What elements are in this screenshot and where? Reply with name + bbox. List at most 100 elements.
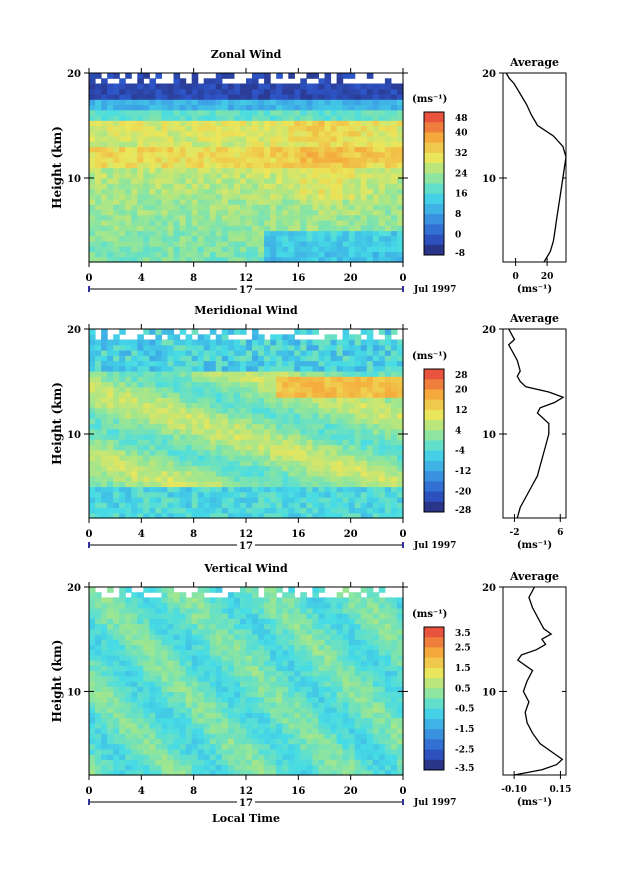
- heatmap-cell: [330, 334, 338, 341]
- heatmap-cell: [137, 209, 144, 216]
- heatmap-cell: [348, 350, 356, 356]
- heatmap-cell: [155, 686, 162, 692]
- heatmap-cell: [155, 707, 162, 713]
- heatmap-cell: [185, 722, 193, 729]
- heatmap-cell: [209, 413, 217, 419]
- heatmap-cell: [155, 418, 162, 425]
- heatmap-cell: [258, 649, 265, 656]
- heatmap-cell: [137, 214, 144, 221]
- heatmap-cell: [113, 146, 120, 153]
- heatmap-cell: [95, 634, 102, 640]
- heatmap-cell: [143, 130, 150, 137]
- heatmap-cell: [119, 759, 126, 766]
- heatmap-cell: [113, 339, 120, 346]
- heatmap-cell: [155, 115, 162, 121]
- heatmap-cell: [246, 502, 253, 509]
- heatmap-cell: [143, 707, 150, 713]
- heatmap-cell: [258, 712, 265, 719]
- heatmap-cell: [288, 764, 295, 771]
- heatmap-cell: [270, 381, 277, 388]
- heatmap-cell: [252, 623, 259, 630]
- heatmap-cell: [215, 618, 223, 625]
- heatmap-cell: [107, 423, 114, 430]
- heatmap-cell: [179, 136, 187, 142]
- heatmap-cell: [354, 355, 362, 362]
- heatmap-cell: [227, 707, 235, 713]
- heatmap-cell: [360, 455, 368, 461]
- heatmap-cell: [179, 460, 187, 467]
- heatmap-cell: [240, 136, 247, 142]
- heatmap-cell: [107, 73, 114, 79]
- heatmap-cell: [330, 381, 338, 388]
- heatmap-cell: [270, 371, 277, 377]
- heatmap-cell: [185, 88, 193, 95]
- heatmap-cell: [107, 109, 114, 116]
- heatmap-cell: [185, 188, 193, 195]
- heatmap-cell: [161, 418, 169, 425]
- heatmap-cell: [384, 125, 392, 132]
- heatmap-cell: [282, 230, 289, 237]
- heatmap-cell: [390, 251, 398, 258]
- heatmap-cell: [372, 355, 380, 362]
- heatmap-cell: [378, 392, 386, 398]
- heatmap-cell: [258, 199, 265, 205]
- heatmap-cell: [101, 193, 108, 200]
- heatmap-cell: [336, 376, 344, 383]
- heatmap-cell: [179, 712, 187, 719]
- heatmap-cell: [155, 455, 162, 461]
- heatmap-cell: [390, 376, 398, 383]
- heatmap-cell: [161, 115, 169, 121]
- heatmap-cell: [89, 587, 96, 593]
- heatmap-cell: [252, 109, 259, 116]
- heatmap-cell: [89, 136, 96, 142]
- colorbar-segment: [424, 450, 444, 462]
- heatmap-cell: [149, 743, 156, 750]
- heatmap-cell: [312, 476, 319, 482]
- heatmap-cell: [179, 717, 187, 724]
- heatmap-cell: [107, 162, 114, 169]
- heatmap-cell: [294, 413, 301, 419]
- heatmap-cell: [143, 613, 150, 619]
- heatmap-cell: [107, 355, 114, 362]
- heatmap-cell: [155, 623, 162, 630]
- heatmap-cell: [378, 439, 386, 446]
- heatmap-cell: [149, 418, 156, 425]
- heatmap-cell: [221, 769, 229, 776]
- heatmap-cell: [167, 743, 175, 750]
- heatmap-cell: [397, 120, 404, 127]
- heatmap-cell: [227, 413, 235, 419]
- heatmap-cell: [131, 712, 138, 719]
- heatmap-cell: [149, 759, 156, 766]
- heatmap-cell: [282, 717, 289, 724]
- heatmap-cell: [372, 220, 380, 226]
- heatmap-cell: [143, 681, 150, 687]
- heatmap-cell: [101, 230, 108, 237]
- colorbar-tick-label: 48: [455, 114, 468, 124]
- heatmap-cell: [246, 104, 253, 111]
- heatmap-cell: [143, 355, 150, 362]
- heatmap-cell: [264, 455, 271, 461]
- heatmap-cell: [191, 639, 199, 645]
- heatmap-cell: [113, 413, 120, 419]
- heatmap-cell: [125, 486, 132, 493]
- heatmap-cell: [167, 618, 175, 625]
- heatmap-cell: [258, 402, 265, 409]
- heatmap-cell: [300, 109, 307, 116]
- heatmap-cell: [336, 481, 344, 488]
- heatmap-cell: [270, 251, 277, 258]
- heatmap-cell: [264, 199, 271, 205]
- heatmap-cell: [173, 241, 181, 247]
- heatmap-cell: [143, 728, 150, 734]
- heatmap-cell: [101, 665, 108, 672]
- heatmap-cell: [306, 193, 313, 200]
- heatmap-cell: [107, 444, 114, 451]
- heatmap-cell: [384, 434, 392, 440]
- heatmap-cell: [270, 183, 277, 190]
- heatmap-cell: [215, 654, 223, 661]
- heatmap-cell: [179, 491, 187, 498]
- heatmap-cell: [143, 360, 150, 367]
- heatmap-cell: [227, 712, 235, 719]
- heatmap-cell: [246, 696, 253, 703]
- heatmap-cell: [161, 329, 169, 335]
- heatmap-cell: [203, 712, 211, 719]
